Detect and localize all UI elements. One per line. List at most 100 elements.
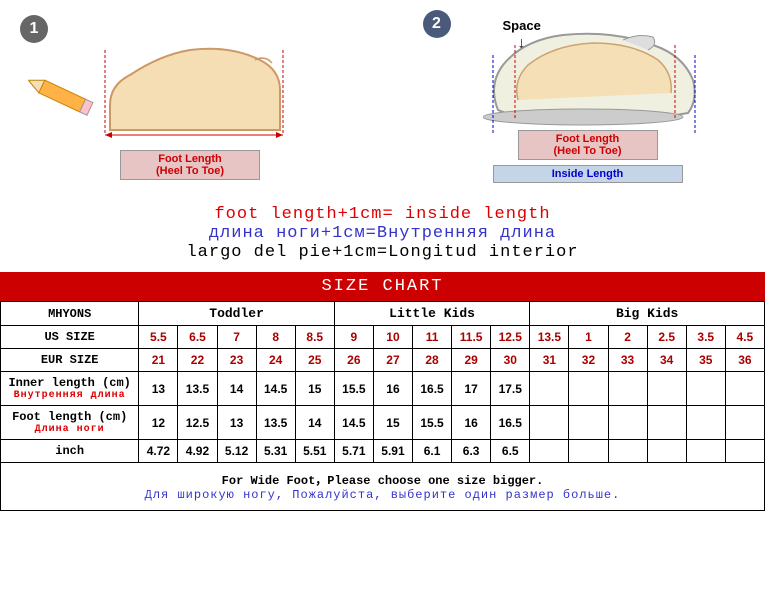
foot-val: 16.5 — [491, 406, 530, 440]
diagram-area: 1 Foot Length (Heel To Toe) 2 Space ↓ — [0, 0, 765, 200]
eur-val: 33 — [608, 349, 647, 372]
us-val: 12.5 — [491, 326, 530, 349]
formula-es: largo del pie+1cm=Longitud interior — [0, 243, 765, 262]
brand-cell: MHYONS — [1, 302, 139, 326]
inch-val — [608, 440, 647, 463]
eur-size-label: EUR SIZE — [1, 349, 139, 372]
inner-val: 13 — [139, 372, 178, 406]
inner-val: 15.5 — [334, 372, 373, 406]
inner-length-row: Inner length (cm) Внутренняя длина 13 13… — [1, 372, 765, 406]
cat-little: Little Kids — [334, 302, 530, 326]
shoe-icon — [483, 25, 703, 140]
us-size-label: US SIZE — [1, 326, 139, 349]
eur-val: 21 — [139, 349, 178, 372]
foot-ru: Длина ноги — [3, 424, 136, 435]
inner-val — [569, 372, 608, 406]
foot-val: 13 — [217, 406, 256, 440]
inch-val: 5.91 — [373, 440, 412, 463]
inch-val: 6.1 — [413, 440, 452, 463]
heel-toe-text-2: (Heel To Toe) — [521, 145, 655, 157]
diagram-foot-measure: 1 Foot Length (Heel To Toe) — [20, 10, 383, 195]
diagram-shoe-measure: 2 Space ↓ Foot Length (Heel To Toe) Insi… — [383, 10, 746, 195]
inner-val — [725, 372, 764, 406]
eur-val: 23 — [217, 349, 256, 372]
inner-val: 13.5 — [178, 372, 217, 406]
inner-length-label: Inner length (cm) Внутренняя длина — [1, 372, 139, 406]
us-val: 9 — [334, 326, 373, 349]
pencil-icon — [22, 67, 98, 124]
inch-val: 4.72 — [139, 440, 178, 463]
foot-val — [569, 406, 608, 440]
eur-size-row: EUR SIZE 21 22 23 24 25 26 27 28 29 30 3… — [1, 349, 765, 372]
inner-val — [647, 372, 686, 406]
eur-val: 30 — [491, 349, 530, 372]
foot-val: 12.5 — [178, 406, 217, 440]
inner-val: 14 — [217, 372, 256, 406]
inside-length-label: Inside Length — [493, 165, 683, 183]
foot-val: 12 — [139, 406, 178, 440]
us-val: 8.5 — [295, 326, 334, 349]
footer-en: For Wide Foot，Please choose one size big… — [1, 471, 764, 488]
us-val: 2.5 — [647, 326, 686, 349]
us-val: 1 — [569, 326, 608, 349]
inner-val: 15 — [295, 372, 334, 406]
inner-val — [686, 372, 725, 406]
inch-val — [569, 440, 608, 463]
footer-cell: For Wide Foot，Please choose one size big… — [1, 463, 765, 511]
foot-val — [725, 406, 764, 440]
us-val: 11 — [413, 326, 452, 349]
foot-val: 13.5 — [256, 406, 295, 440]
inch-val: 5.12 — [217, 440, 256, 463]
inch-val — [686, 440, 725, 463]
inch-val — [530, 440, 569, 463]
us-val: 10 — [373, 326, 412, 349]
foot-val: 15 — [373, 406, 412, 440]
eur-val: 24 — [256, 349, 295, 372]
cat-toddler: Toddler — [139, 302, 334, 326]
inner-val — [608, 372, 647, 406]
size-chart-table: MHYONS Toddler Little Kids Big Kids US S… — [0, 301, 765, 511]
us-val: 13.5 — [530, 326, 569, 349]
inch-val: 6.5 — [491, 440, 530, 463]
foot-en: Foot length (cm) — [12, 410, 127, 424]
foot-val: 14 — [295, 406, 334, 440]
us-val: 11.5 — [452, 326, 491, 349]
inch-label: inch — [1, 440, 139, 463]
eur-val: 28 — [413, 349, 452, 372]
formula-en: foot length+1cm= inside length — [0, 205, 765, 224]
inner-val: 16.5 — [413, 372, 452, 406]
inch-val — [647, 440, 686, 463]
inch-val — [725, 440, 764, 463]
eur-val: 25 — [295, 349, 334, 372]
step-1-badge: 1 — [20, 15, 48, 43]
foot-length-label-row: Foot length (cm) Длина ноги — [1, 406, 139, 440]
inner-val: 16 — [373, 372, 412, 406]
inch-val: 5.31 — [256, 440, 295, 463]
foot-val: 16 — [452, 406, 491, 440]
inner-val — [530, 372, 569, 406]
step-2-badge: 2 — [423, 10, 451, 38]
eur-val: 29 — [452, 349, 491, 372]
us-size-row: US SIZE 5.5 6.5 7 8 8.5 9 10 11 11.5 12.… — [1, 326, 765, 349]
us-val: 3.5 — [686, 326, 725, 349]
inch-val: 4.92 — [178, 440, 217, 463]
us-val: 2 — [608, 326, 647, 349]
inner-val: 17 — [452, 372, 491, 406]
formula-block: foot length+1cm= inside length длина ног… — [0, 200, 765, 272]
inch-row: inch 4.72 4.92 5.12 5.31 5.51 5.71 5.91 … — [1, 440, 765, 463]
eur-val: 34 — [647, 349, 686, 372]
eur-val: 26 — [334, 349, 373, 372]
inch-val: 6.3 — [452, 440, 491, 463]
cat-big: Big Kids — [530, 302, 765, 326]
us-val: 7 — [217, 326, 256, 349]
foot-icon — [100, 35, 290, 145]
footer-ru: Для широкую ногу, Пожалуйста, выберите о… — [1, 488, 764, 502]
foot-val — [686, 406, 725, 440]
foot-val: 15.5 — [413, 406, 452, 440]
inch-val: 5.51 — [295, 440, 334, 463]
inner-en: Inner length (cm) — [8, 376, 130, 390]
eur-val: 32 — [569, 349, 608, 372]
us-val: 8 — [256, 326, 295, 349]
inch-val: 5.71 — [334, 440, 373, 463]
eur-val: 36 — [725, 349, 764, 372]
